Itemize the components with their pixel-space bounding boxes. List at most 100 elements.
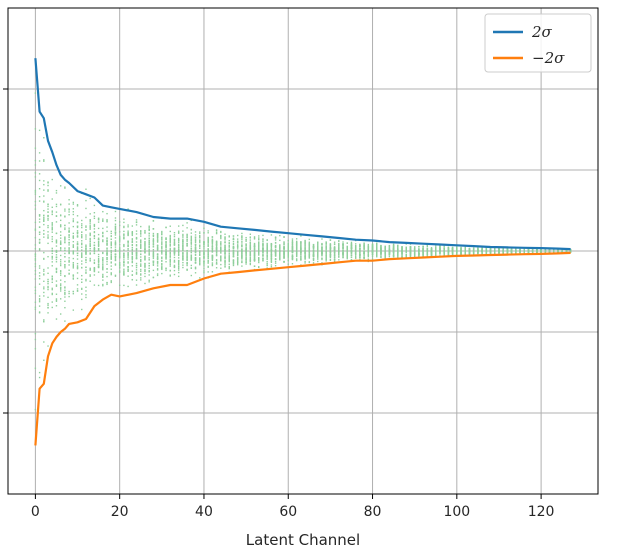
data-point <box>34 289 37 292</box>
data-point <box>392 246 395 248</box>
data-point <box>359 244 361 246</box>
data-point <box>152 244 155 246</box>
data-point <box>102 239 104 241</box>
data-point <box>81 224 83 227</box>
data-point <box>114 249 117 252</box>
data-point <box>76 254 79 257</box>
data-point <box>279 247 281 250</box>
data-point <box>190 235 193 238</box>
data-point <box>266 252 268 255</box>
data-point <box>127 255 129 257</box>
data-point <box>199 235 201 238</box>
data-point <box>34 200 37 203</box>
data-point <box>266 245 268 247</box>
data-point <box>253 250 256 253</box>
data-point <box>169 225 171 227</box>
data-point <box>367 246 370 248</box>
data-point <box>460 248 462 250</box>
data-point <box>114 223 117 225</box>
data-point <box>258 260 260 262</box>
data-point <box>388 245 391 247</box>
data-point <box>38 188 41 190</box>
data-point <box>93 228 96 230</box>
data-point <box>422 252 424 254</box>
data-point <box>515 248 517 250</box>
data-point <box>135 269 138 271</box>
data-point <box>177 266 180 268</box>
data-point <box>228 263 230 265</box>
data-point <box>228 242 230 244</box>
data-point <box>401 250 403 253</box>
data-point <box>262 254 264 257</box>
data-point <box>47 267 49 269</box>
data-point <box>510 250 513 252</box>
data-point <box>392 250 395 253</box>
data-point <box>81 278 83 281</box>
data-point <box>38 277 41 280</box>
data-point <box>325 242 327 244</box>
data-point <box>118 284 121 286</box>
data-point <box>144 269 146 272</box>
data-point <box>215 267 218 269</box>
data-point <box>72 278 75 280</box>
data-point <box>110 253 112 256</box>
data-point <box>354 247 357 250</box>
data-point <box>85 286 87 288</box>
data-point <box>173 264 176 267</box>
data-point <box>295 245 298 247</box>
data-point <box>47 181 49 183</box>
data-point <box>68 257 70 259</box>
data-point <box>89 224 91 226</box>
data-point <box>59 219 62 222</box>
data-point <box>354 246 357 248</box>
data-point <box>114 240 117 242</box>
data-point <box>283 257 285 259</box>
data-point <box>194 240 197 242</box>
data-point <box>220 256 222 258</box>
data-point <box>182 224 184 227</box>
data-point <box>102 210 104 213</box>
data-point <box>270 258 273 260</box>
data-point <box>346 255 348 258</box>
data-point <box>152 248 155 251</box>
data-point <box>241 258 243 260</box>
data-point <box>43 257 45 260</box>
data-point <box>333 243 336 245</box>
data-point <box>262 239 264 241</box>
data-point <box>253 236 256 238</box>
data-point <box>270 248 273 250</box>
data-point <box>376 250 378 253</box>
data-point <box>241 235 243 237</box>
data-point <box>140 274 142 276</box>
data-point <box>194 247 197 249</box>
data-point <box>93 231 96 234</box>
data-point <box>38 233 41 236</box>
data-point <box>55 232 58 235</box>
data-point <box>295 254 298 256</box>
data-point <box>51 236 53 238</box>
data-point <box>494 249 496 252</box>
data-point <box>308 238 311 241</box>
data-point <box>241 235 243 238</box>
data-point <box>312 257 315 260</box>
data-point <box>110 281 112 284</box>
data-point <box>409 248 412 250</box>
data-point <box>354 249 357 251</box>
data-point <box>161 265 163 268</box>
data-point <box>342 244 344 246</box>
data-point <box>342 243 344 245</box>
data-point <box>156 260 159 263</box>
data-point <box>194 254 197 256</box>
data-point <box>384 247 386 250</box>
data-point <box>207 245 209 247</box>
data-point <box>169 241 171 243</box>
data-point <box>93 223 96 226</box>
data-point <box>304 244 306 247</box>
data-point <box>456 252 458 254</box>
data-point <box>114 275 117 277</box>
data-point <box>186 233 188 236</box>
data-point <box>93 204 96 207</box>
data-point <box>232 260 235 262</box>
data-point <box>405 251 407 253</box>
data-point <box>156 254 159 256</box>
